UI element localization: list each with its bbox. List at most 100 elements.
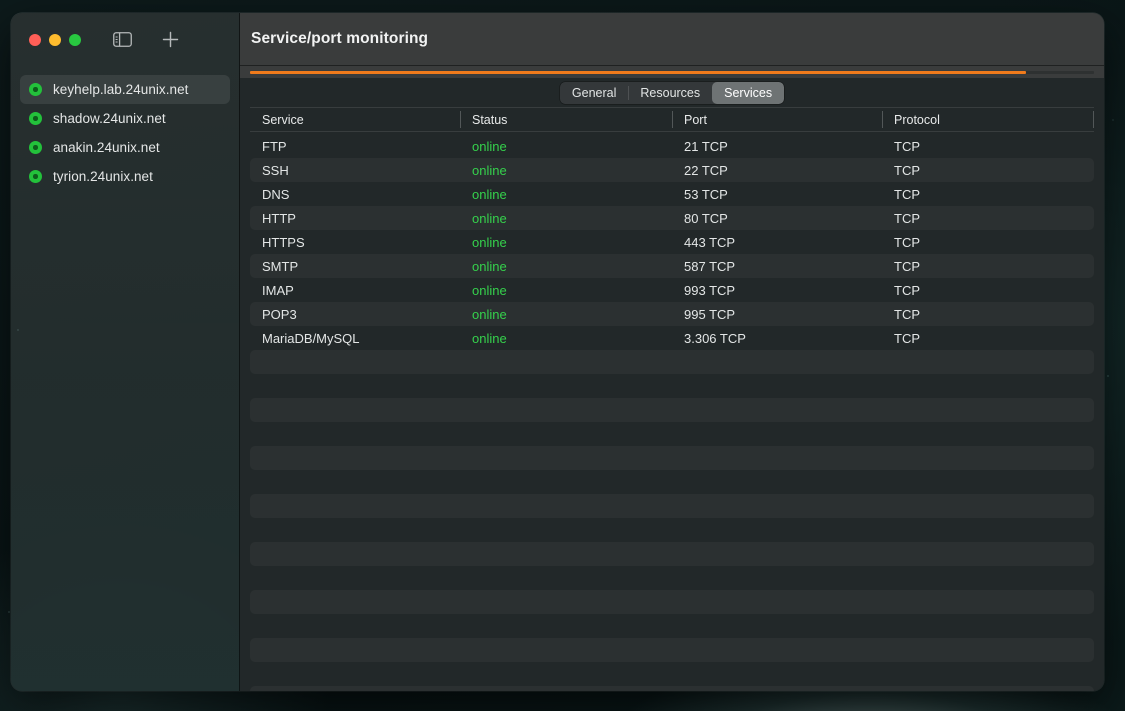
table-row[interactable] bbox=[250, 470, 1094, 494]
cell-service: SSH bbox=[262, 162, 289, 178]
minimize-window-button[interactable] bbox=[49, 33, 61, 46]
window-titlebar: Service/port monitoring bbox=[240, 13, 1104, 66]
sidebar-toolbar bbox=[11, 13, 239, 66]
cell-port: 3.306 TCP bbox=[684, 330, 746, 346]
cell-port: 587 TCP bbox=[684, 258, 736, 274]
table-row[interactable]: SSH online 22 TCP TCP bbox=[250, 158, 1094, 182]
table-row[interactable] bbox=[250, 686, 1094, 691]
tab-services[interactable]: Services bbox=[712, 81, 785, 104]
cell-service: FTP bbox=[262, 138, 287, 154]
cell-service: DNS bbox=[262, 186, 290, 202]
cell-port: 21 TCP bbox=[684, 138, 728, 154]
page-title: Service/port monitoring bbox=[251, 30, 429, 47]
column-header-port[interactable]: Port bbox=[672, 108, 882, 131]
status-online-icon bbox=[29, 141, 42, 154]
table-row[interactable] bbox=[250, 398, 1094, 422]
status-online-icon bbox=[29, 112, 42, 125]
status-online-icon bbox=[29, 83, 42, 96]
tab-general[interactable]: General bbox=[571, 85, 617, 100]
cell-port: 993 TCP bbox=[684, 282, 736, 298]
cell-protocol: TCP bbox=[894, 186, 920, 202]
plus-icon[interactable] bbox=[160, 30, 180, 50]
table-row[interactable]: MariaDB/MySQL online 3.306 TCP TCP bbox=[250, 326, 1094, 350]
host-label: shadow.24unix.net bbox=[53, 111, 166, 126]
cell-status: online bbox=[472, 282, 507, 298]
sidebar-item-host-2[interactable]: anakin.24unix.net bbox=[20, 133, 230, 162]
host-label: tyrion.24unix.net bbox=[53, 169, 153, 184]
cell-port: 22 TCP bbox=[684, 162, 728, 178]
progress-fill bbox=[250, 70, 1027, 74]
table-row[interactable] bbox=[250, 350, 1094, 374]
cell-status: online bbox=[472, 186, 507, 202]
cell-protocol: TCP bbox=[894, 282, 920, 298]
cell-port: 995 TCP bbox=[684, 306, 736, 322]
table-row[interactable] bbox=[250, 542, 1094, 566]
table-row[interactable] bbox=[250, 638, 1094, 662]
table-row[interactable]: DNS online 53 TCP TCP bbox=[250, 182, 1094, 206]
column-header-service[interactable]: Service bbox=[262, 112, 304, 127]
progress-track bbox=[250, 70, 1094, 74]
cell-port: 80 TCP bbox=[684, 210, 728, 226]
table-row[interactable]: HTTPS online 443 TCP TCP bbox=[250, 230, 1094, 254]
cell-status: online bbox=[472, 234, 507, 250]
cell-status: online bbox=[472, 306, 507, 322]
cell-protocol: TCP bbox=[894, 162, 920, 178]
cell-protocol: TCP bbox=[894, 234, 920, 250]
tab-resources[interactable]: Resources bbox=[628, 82, 712, 104]
cell-status: online bbox=[472, 258, 507, 274]
cell-service: SMTP bbox=[262, 258, 299, 274]
cell-protocol: TCP bbox=[894, 210, 920, 226]
table-row[interactable] bbox=[250, 374, 1094, 398]
sidebar-item-host-0[interactable]: keyhelp.lab.24unix.net bbox=[20, 75, 230, 104]
cell-service: MariaDB/MySQL bbox=[262, 330, 360, 346]
table-row[interactable]: HTTP online 80 TCP TCP bbox=[250, 206, 1094, 230]
cell-protocol: TCP bbox=[894, 258, 920, 274]
column-header-status[interactable]: Status bbox=[460, 108, 672, 131]
table-row[interactable]: FTP online 21 TCP TCP bbox=[250, 134, 1094, 158]
cell-status: online bbox=[472, 162, 507, 178]
cell-port: 53 TCP bbox=[684, 186, 728, 202]
column-header-protocol[interactable]: Protocol bbox=[882, 108, 1094, 131]
cell-service: IMAP bbox=[262, 282, 294, 298]
table-row[interactable]: SMTP online 587 TCP TCP bbox=[250, 254, 1094, 278]
table-row[interactable] bbox=[250, 494, 1094, 518]
table-row[interactable] bbox=[250, 590, 1094, 614]
cell-service: HTTPS bbox=[262, 234, 305, 250]
cell-status: online bbox=[472, 138, 507, 154]
progress-bar-container bbox=[240, 66, 1104, 78]
window-traffic-lights bbox=[29, 33, 81, 46]
services-table: Service Status Port Protocol FTP online 21… bbox=[240, 107, 1104, 691]
close-window-button[interactable] bbox=[29, 33, 41, 46]
cell-port: 443 TCP bbox=[684, 234, 736, 250]
cell-status: online bbox=[472, 330, 507, 346]
content-pane: Service/port monitoring General Resource… bbox=[240, 13, 1104, 691]
host-label: keyhelp.lab.24unix.net bbox=[53, 82, 189, 97]
sidebar-toggle-icon[interactable] bbox=[111, 31, 133, 48]
table-header-row: Service Status Port Protocol bbox=[250, 107, 1094, 132]
application-window: keyhelp.lab.24unix.net shadow.24unix.net… bbox=[11, 13, 1104, 691]
table-row[interactable] bbox=[250, 518, 1094, 542]
table-row[interactable] bbox=[250, 662, 1094, 686]
zoom-window-button[interactable] bbox=[69, 33, 81, 46]
tab-group: General Resources Services bbox=[559, 81, 785, 104]
sidebar: keyhelp.lab.24unix.net shadow.24unix.net… bbox=[11, 13, 240, 691]
cell-service: POP3 bbox=[262, 306, 297, 322]
cell-protocol: TCP bbox=[894, 306, 920, 322]
cell-status: online bbox=[472, 210, 507, 226]
host-label: anakin.24unix.net bbox=[53, 140, 160, 155]
table-row[interactable] bbox=[250, 446, 1094, 470]
table-row[interactable]: IMAP online 993 TCP TCP bbox=[250, 278, 1094, 302]
table-row[interactable]: POP3 online 995 TCP TCP bbox=[250, 302, 1094, 326]
table-row[interactable] bbox=[250, 422, 1094, 446]
table-row[interactable] bbox=[250, 614, 1094, 638]
table-row[interactable] bbox=[250, 566, 1094, 590]
cell-service: HTTP bbox=[262, 210, 296, 226]
sidebar-item-host-3[interactable]: tyrion.24unix.net bbox=[20, 162, 230, 191]
cell-protocol: TCP bbox=[894, 330, 920, 346]
table-body[interactable]: FTP online 21 TCP TCP SSH online 22 TCP TCP DNS o… bbox=[250, 132, 1094, 691]
sidebar-item-host-1[interactable]: shadow.24unix.net bbox=[20, 104, 230, 133]
status-online-icon bbox=[29, 170, 42, 183]
host-list: keyhelp.lab.24unix.net shadow.24unix.net… bbox=[11, 66, 239, 191]
cell-protocol: TCP bbox=[894, 138, 920, 154]
